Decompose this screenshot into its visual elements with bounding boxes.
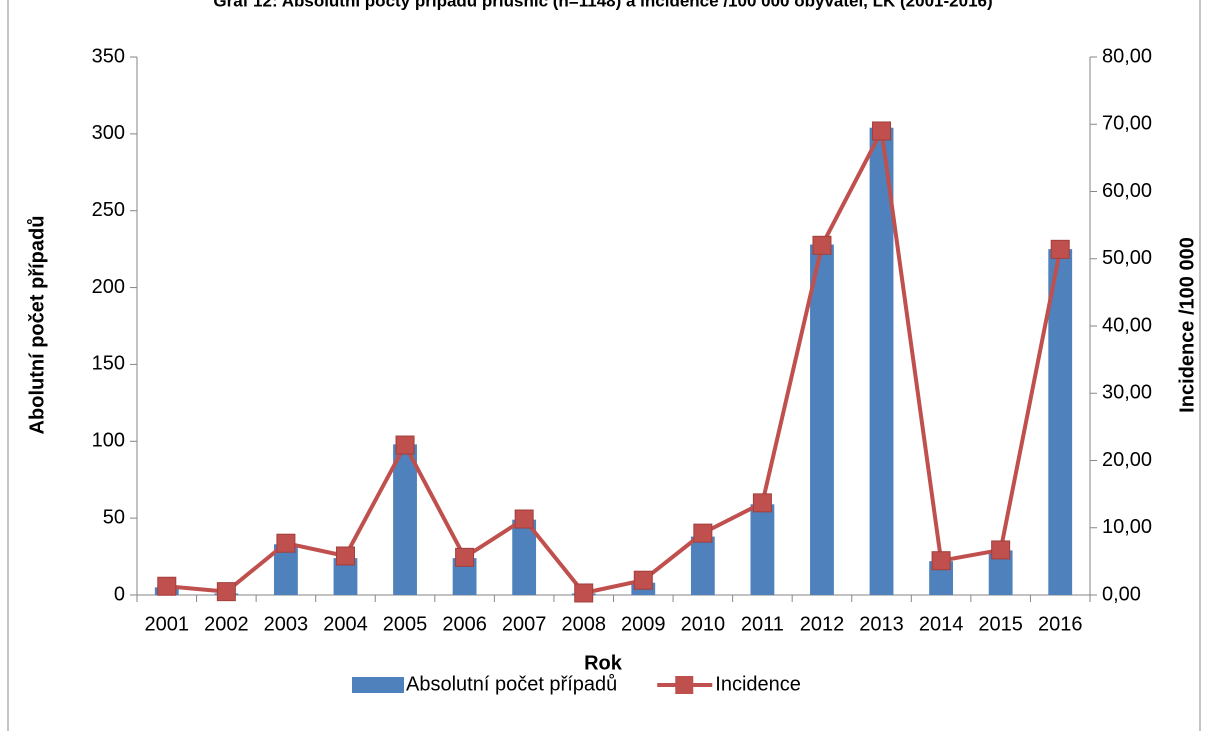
bar [273,544,298,595]
x-tick-label: 2012 [800,613,845,635]
x-tick-label: 2002 [204,613,249,635]
marker [1050,239,1070,259]
marker [335,546,355,566]
marker [395,435,415,455]
y2-axis-title: Incidence /100 000 [1176,237,1198,413]
marker [931,551,951,571]
chart-title: Graf 12: Absolutní počty případů příušni… [213,0,992,10]
marker [991,540,1011,560]
bar [512,519,537,595]
x-tick-label: 2009 [621,613,666,635]
bar [750,504,775,595]
marker [276,533,296,553]
x-tick-label: 2003 [264,613,309,635]
chart-frame [7,0,1201,731]
y2-tick-label: 40,00 [1102,314,1152,336]
bar [988,550,1013,595]
x-tick-label: 2015 [978,613,1023,635]
marker [693,523,713,543]
y2-tick-label: 30,00 [1102,382,1152,404]
bar [869,127,894,596]
marker [455,547,475,567]
bar [810,244,834,595]
line [166,128,1063,595]
x-tick-label: 2005 [383,613,428,635]
marker [812,235,832,255]
y2-tick-label: 60,00 [1102,180,1152,202]
y2-tick-label: 80,00 [1102,45,1152,67]
x-tick-label: 2016 [1038,613,1083,635]
marker [752,493,772,513]
y-tick-label: 350 [92,45,125,67]
y-tick-label: 50 [103,506,125,528]
x-tick-label: 2014 [919,613,964,635]
x-tick-label: 2010 [681,613,726,635]
y-tick-label: 100 [92,430,125,452]
y2-tick-label: 50,00 [1102,247,1152,269]
marker [157,576,177,596]
y2-tick-label: 10,00 [1102,516,1152,538]
x-tick-label: 2011 [741,613,784,635]
x-tick-label: 2004 [323,613,368,635]
x-tick-label: 2013 [859,613,904,635]
bar [690,536,715,595]
y-axis-title: Abolutní počet případů [26,216,48,435]
x-tick-label: 2007 [502,613,547,635]
bar [1048,249,1073,595]
x-tick-label: 2008 [561,613,606,635]
marker [574,583,594,603]
y2-tick-label: 0,00 [1102,583,1141,605]
y-tick-label: 0 [114,583,125,605]
legend-swatch [352,677,404,693]
x-tick-label: 2006 [442,613,487,635]
bar [452,558,477,595]
x-axis-title: Rok [584,652,623,674]
marker [633,570,653,590]
y-tick-label: 150 [92,353,125,375]
y-tick-label: 300 [92,122,125,144]
y-tick-label: 200 [92,276,125,298]
x-tick-label: 2001 [145,613,190,635]
y2-tick-label: 70,00 [1102,113,1152,135]
y-tick-label: 250 [92,199,125,221]
y2-tick-label: 20,00 [1102,449,1152,471]
marker [872,121,892,141]
bar [393,444,417,595]
legend-label: Incidence [715,673,801,695]
marker [216,582,236,602]
legend-label: Absolutní počet případů [406,673,617,695]
legend-marker [675,676,694,694]
marker [514,509,534,529]
bar [333,558,358,595]
